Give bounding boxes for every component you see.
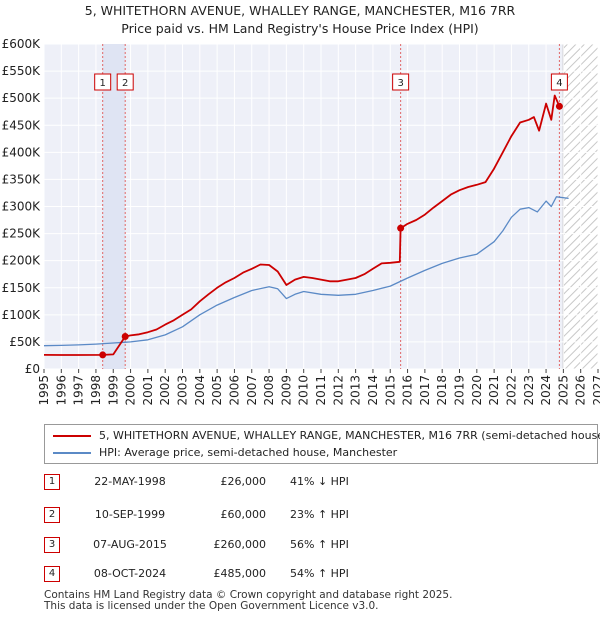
sale-date: 10-SEP-1999 [94, 508, 166, 521]
x-tick-label: 2019 [453, 375, 467, 406]
x-tick-label: 1999 [106, 375, 120, 406]
sale-hpi-diff: 41% ↓ HPI [290, 475, 349, 488]
sale-box-label-1: 1 [100, 78, 106, 89]
x-tick-label: 2015 [383, 375, 397, 406]
x-tick-label: 1997 [72, 375, 86, 406]
sale-band-1-2 [102, 44, 126, 369]
series-lines [43, 94, 569, 356]
price-chart: 1 2 3 4 1995 1996 1997 1998 1999 2000 2001 2002 200… [2, 37, 600, 406]
sale-hpi-diff: 54% ↑ HPI [290, 567, 349, 580]
sale-date: 22-MAY-1998 [94, 475, 166, 488]
sale-bands [102, 44, 560, 369]
x-tick-label: 2000 [124, 375, 138, 406]
chart-title-block: 5, WHITETHORN AVENUE, WHALLEY RANGE, MAN… [0, 2, 600, 38]
legend-swatch-property [53, 435, 91, 437]
sale-badge: 1 [44, 474, 60, 490]
x-tick-label: 2001 [141, 375, 155, 406]
y-tick-label: £100K [2, 308, 42, 322]
sale-price: £26,000 [220, 475, 267, 488]
table-row: 2 10-SEP-1999 £60,000 23% ↑ HPI [44, 504, 600, 526]
x-tick-label: 2018 [435, 375, 449, 406]
chart-subtitle: Price paid vs. HM Land Registry's House … [121, 21, 479, 36]
x-tick-label: 2008 [262, 375, 276, 406]
x-tick-label: 2002 [158, 375, 172, 406]
x-tick-label: 2025 [556, 375, 570, 406]
sale-badge: 2 [44, 507, 60, 523]
y-tick-label: £600K [2, 37, 42, 51]
table-row: 4 08-OCT-2024 £485,000 54% ↑ HPI [44, 563, 600, 585]
x-tick-label: 1998 [89, 375, 103, 406]
x-tick-label: 1996 [54, 375, 68, 406]
x-tick-label: 2026 [574, 375, 588, 406]
sale-markers: 1 2 3 4 [94, 73, 568, 359]
x-tick-label: 2017 [418, 375, 432, 406]
grid-lines [43, 43, 599, 370]
x-tick-label: 2010 [297, 375, 311, 406]
footer: Contains HM Land Registry data © Crown c… [44, 590, 452, 612]
sale-hpi-diff: 23% ↑ HPI [290, 508, 349, 521]
sale-box-1 [94, 73, 112, 91]
x-tick-label: 2021 [487, 375, 501, 406]
table-row: 1 22-MAY-1998 £26,000 41% ↓ HPI [44, 471, 600, 493]
sale-box-3 [392, 73, 410, 91]
x-tick-label: 2003 [176, 375, 190, 406]
y-tick-label: £250K [2, 227, 42, 241]
y-tick-label: £200K [2, 254, 42, 268]
y-tick-label: £300K [2, 200, 42, 214]
x-tick-label: 2024 [539, 375, 553, 406]
sale-price: £260,000 [213, 538, 267, 551]
footer-license: This data is licensed under the Open Gov… [44, 600, 379, 612]
legend-label-property: 5, WHITETHORN AVENUE, WHALLEY RANGE, MAN… [99, 429, 600, 442]
x-tick-label: 1995 [37, 375, 51, 406]
sale-point-2 [121, 333, 129, 340]
legend-label-hpi: HPI: Average price, semi-detached house,… [99, 446, 398, 459]
x-tick-label: 2023 [522, 375, 536, 406]
sale-box-4 [550, 73, 568, 91]
x-tick-label: 2004 [193, 375, 207, 406]
y-tick-label: £450K [2, 118, 42, 132]
y-tick-label: £0 [25, 362, 40, 376]
x-tick-label: 2012 [331, 375, 345, 406]
x-tick-label: 2009 [279, 375, 293, 406]
legend-swatch-hpi [53, 452, 91, 454]
sale-point-4 [555, 102, 563, 110]
y-tick-label: £50K [9, 335, 41, 349]
y-tick-label: £400K [2, 145, 42, 159]
sale-point-1 [99, 351, 107, 359]
sale-box-label-4: 4 [556, 78, 562, 89]
series-line-property [43, 94, 561, 356]
y-axis-ticks: £0 £50K £100K £150K £200K £250K £300K £350K £400… [2, 37, 42, 376]
sale-box-label-3: 3 [397, 78, 403, 89]
x-tick-label: 2027 [591, 375, 600, 406]
legend: 5, WHITETHORN AVENUE, WHALLEY RANGE, MAN… [44, 424, 600, 464]
x-tick-label: 2013 [349, 375, 363, 406]
y-tick-label: £150K [2, 281, 42, 295]
y-tick-label: £550K [2, 64, 42, 78]
x-tick-label: 2011 [314, 375, 328, 406]
sale-date: 08-OCT-2024 [93, 567, 167, 580]
x-tick-label: 2020 [470, 375, 484, 406]
x-tick-label: 2005 [210, 375, 224, 406]
x-tick-label: 2016 [401, 375, 415, 406]
y-tick-label: £500K [2, 91, 42, 105]
x-tick-label: 2007 [245, 375, 259, 406]
x-tick-label: 2014 [366, 375, 380, 406]
sale-hpi-diff: 56% ↑ HPI [290, 538, 349, 551]
sale-badge: 3 [44, 537, 60, 553]
sale-date: 07-AUG-2015 [93, 538, 167, 551]
x-axis-ticks: 1995 1996 1997 1998 1999 2000 2001 2002 2003 2004… [37, 369, 600, 406]
sale-point-3 [397, 224, 405, 232]
chart-title: 5, WHITETHORN AVENUE, WHALLEY RANGE, MAN… [84, 3, 516, 18]
series-line-hpi [43, 196, 569, 347]
sale-price: £485,000 [213, 567, 267, 580]
sale-box-label-2: 2 [122, 78, 128, 89]
x-tick-label: 2022 [504, 375, 518, 406]
sale-box-2 [116, 73, 134, 91]
sale-price: £60,000 [220, 508, 267, 521]
y-tick-label: £350K [2, 172, 42, 186]
sale-badge: 4 [44, 566, 60, 582]
table-row: 3 07-AUG-2015 £260,000 56% ↑ HPI [44, 534, 600, 556]
footer-copyright: Contains HM Land Registry data © Crown c… [44, 589, 453, 601]
x-tick-label: 2006 [227, 375, 241, 406]
